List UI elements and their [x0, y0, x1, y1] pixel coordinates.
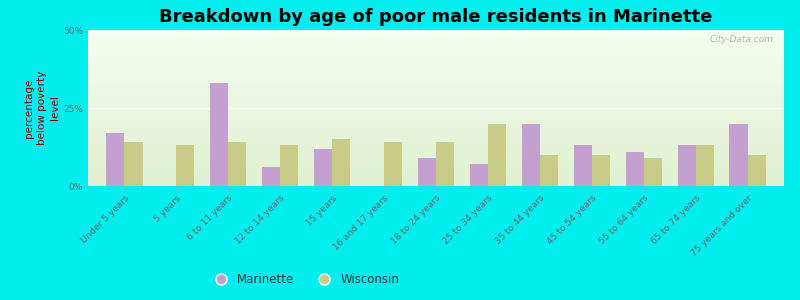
Bar	[176, 146, 194, 186]
Bar	[124, 142, 142, 186]
Bar	[314, 148, 332, 186]
Bar	[696, 146, 714, 186]
Bar	[626, 152, 644, 186]
Bar	[540, 155, 558, 186]
Text: City-Data.com: City-Data.com	[710, 35, 774, 44]
Bar	[488, 124, 506, 186]
Bar	[210, 83, 228, 186]
Bar	[332, 139, 350, 186]
Y-axis label: percentage
below poverty
level: percentage below poverty level	[24, 71, 60, 145]
Title: Breakdown by age of poor male residents in Marinette: Breakdown by age of poor male residents …	[159, 8, 713, 26]
Bar	[644, 158, 662, 186]
Bar	[730, 124, 748, 186]
Bar	[574, 146, 592, 186]
Bar	[748, 155, 766, 186]
Bar	[106, 133, 124, 186]
Bar	[262, 167, 280, 186]
Bar	[384, 142, 402, 186]
Bar	[280, 146, 298, 186]
Legend: Marinette, Wisconsin: Marinette, Wisconsin	[204, 269, 404, 291]
Bar	[418, 158, 436, 186]
Bar	[522, 124, 540, 186]
Bar	[228, 142, 246, 186]
Bar	[592, 155, 610, 186]
Bar	[470, 164, 488, 186]
Bar	[678, 146, 696, 186]
Bar	[436, 142, 454, 186]
